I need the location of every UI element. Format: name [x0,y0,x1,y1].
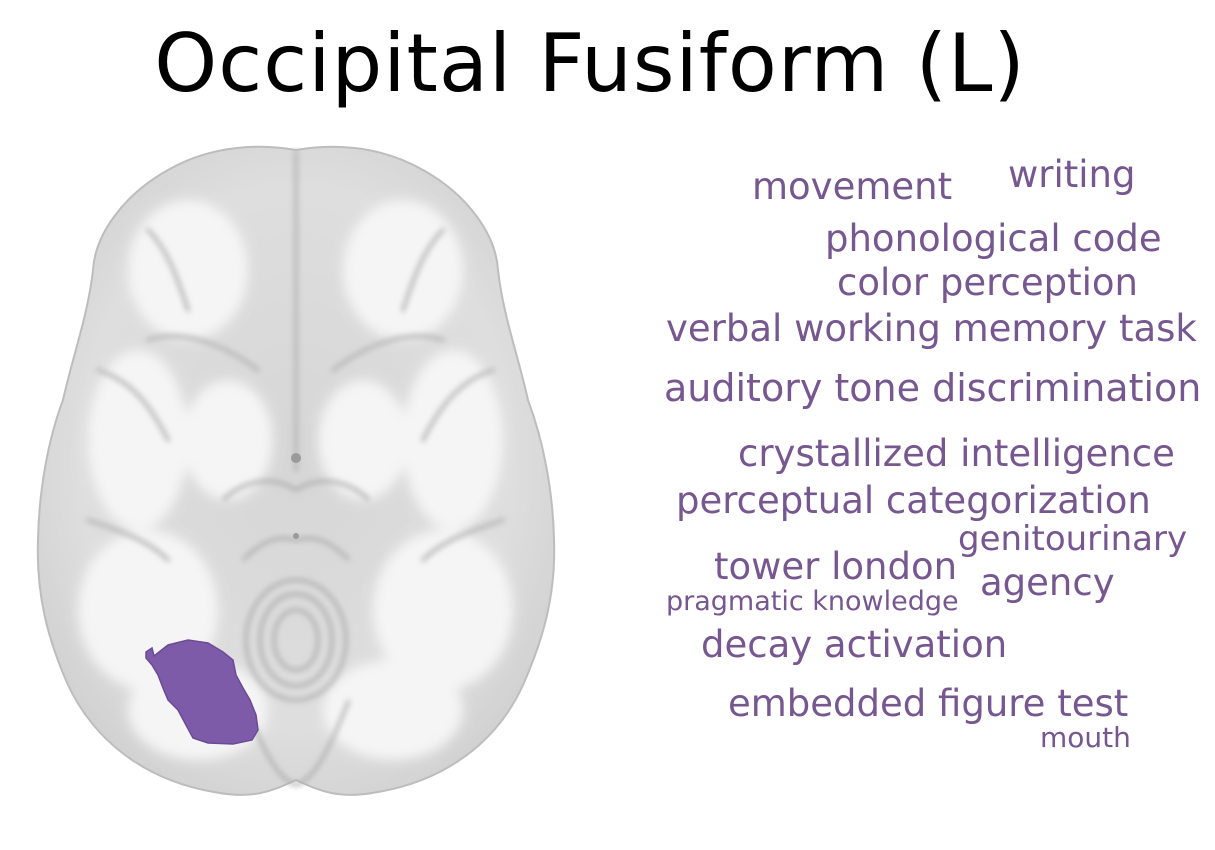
term-embedded-figure-test: embedded figure test [728,682,1129,725]
page-title: Occipital Fusiform (L) [154,17,1026,110]
term-phonological-code: phonological code [825,217,1162,260]
term-movement: movement [752,165,953,208]
brain-axial-slice [28,140,563,800]
term-genitourinary: genitourinary [958,519,1188,559]
term-verbal-working-memory-task: verbal working memory task [666,307,1197,350]
term-color-perception: color perception [837,261,1138,304]
brain-image [36,145,556,796]
term-agency: agency [980,561,1115,604]
term-auditory-tone-discrimination: auditory tone discrimination [664,366,1202,410]
highlighted-region [145,639,259,745]
term-perceptual-categorization: perceptual categorization [676,479,1151,522]
term-mouth: mouth [1040,721,1131,754]
term-decay-activation: decay activation [701,623,1008,666]
term-crystallized-intelligence: crystallized intelligence [738,432,1175,475]
term-pragmatic-knowledge: pragmatic knowledge [666,586,959,617]
term-writing: writing [1008,153,1136,196]
term-tower-london: tower london [714,545,958,588]
